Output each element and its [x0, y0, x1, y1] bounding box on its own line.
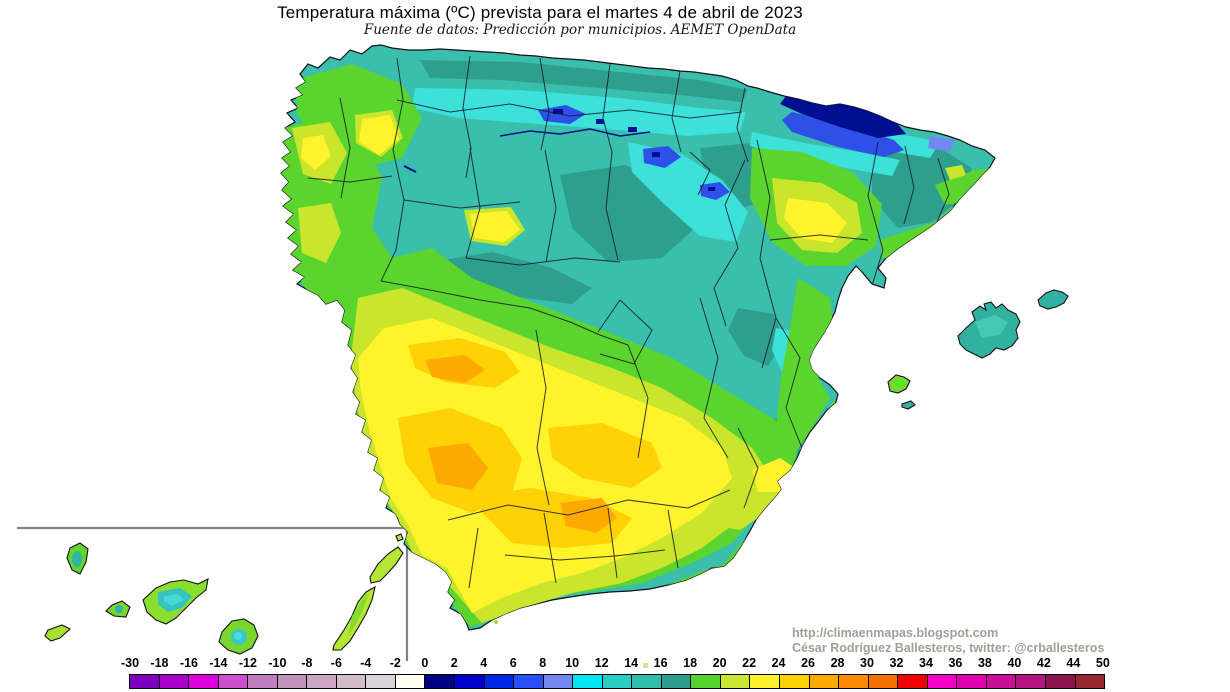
legend-cell: [365, 675, 395, 688]
menorca: [1037, 289, 1069, 310]
legend-tick-label: 16: [653, 656, 668, 670]
legend-tick-label: 36: [948, 656, 963, 670]
legend-cell: [601, 675, 632, 688]
legend-stray-dot: [643, 663, 648, 668]
legend-tick-label: 50: [1095, 656, 1110, 670]
legend-tick-label: 26: [801, 656, 815, 670]
legend-tick-label: -18: [150, 656, 169, 670]
legend-tick-label: -16: [179, 656, 198, 670]
legend-cell: [158, 675, 189, 688]
legend-cell: [513, 675, 543, 688]
legend-tick-label: 38: [977, 656, 992, 670]
legend-tick-label: 20: [712, 656, 727, 670]
legend-tick-label: 42: [1036, 656, 1051, 670]
legend-tick-label: -6: [330, 656, 342, 670]
legend-tick-label: -8: [301, 656, 313, 670]
legend-tick-label: 6: [509, 656, 517, 670]
legend-tick-label: 2: [450, 656, 458, 670]
legend-tick-label: 12: [594, 656, 609, 670]
legend-tick-label: 4: [480, 656, 488, 670]
legend-tick-label: 8: [539, 656, 547, 670]
el-hierro: [44, 624, 71, 642]
legend-cell: [394, 675, 425, 688]
legend-cell: [749, 675, 780, 688]
legend-tick-label: -2: [389, 656, 401, 670]
legend-tick-label: 30: [860, 656, 874, 670]
legend-tick-label: 22: [742, 656, 757, 670]
page-subtitle: Fuente de datos: Predicción por municipi…: [363, 22, 797, 38]
legend-cell: [631, 675, 661, 688]
page-title: Temperatura máxima (ºC) prevista para el…: [277, 3, 803, 22]
legend-cell: [808, 675, 839, 688]
legend-tick-label: -4: [360, 656, 372, 670]
legend-cell: [867, 675, 898, 688]
lanzarote: [369, 546, 404, 584]
peninsula: [280, 44, 996, 631]
legend-tick-label: 32: [889, 656, 904, 670]
legend-cell: [188, 675, 218, 688]
legend-cell: [956, 675, 986, 688]
legend-cell: [483, 675, 514, 688]
legend-cell: [217, 675, 248, 688]
legend-tick-label: 0: [421, 656, 429, 670]
attribution-url: http://climaenmapas.blogspot.com: [792, 626, 999, 640]
legend-cell: [926, 675, 957, 688]
legend-cell: [572, 675, 602, 688]
legend-tick-label: 40: [1007, 656, 1022, 670]
legend-tick-label: 34: [919, 656, 933, 670]
legend-cell: [838, 675, 868, 688]
legend-cell: [660, 675, 691, 688]
legend-tick-label: 24: [771, 656, 786, 670]
legend-cell: [1015, 675, 1045, 688]
legend-tick-label: 44: [1066, 656, 1081, 670]
legend-tick-label: 18: [683, 656, 698, 670]
legend-tick-label: 14: [624, 656, 639, 670]
legend-tick-label: 10: [565, 656, 580, 670]
legend-cell: [276, 675, 307, 688]
temperature-zones: [281, 55, 990, 627]
legend-cell: [306, 675, 336, 688]
legend-tick-label: -14: [209, 656, 228, 670]
legend-cell: [424, 675, 455, 688]
legend-tick-label: -10: [268, 656, 287, 670]
legend-cell: [335, 675, 366, 688]
province-borders: [307, 55, 950, 589]
formentera: [901, 400, 916, 410]
legend-cell: [247, 675, 277, 688]
attribution-author: César Rodríguez Ballesteros, twitter: @c…: [792, 641, 1105, 655]
legend-cell: [690, 675, 720, 688]
balearic-islands: [887, 289, 1069, 410]
alboran-islet: [494, 620, 498, 624]
legend-cell: [897, 675, 927, 688]
legend-tick-label: -30: [120, 656, 140, 670]
legend-cell: [719, 675, 750, 688]
legend-tick-label: -12: [238, 656, 257, 670]
legend-tick-label: 28: [830, 656, 845, 670]
legend-cell: [779, 675, 809, 688]
la-graciosa: [395, 533, 404, 542]
legend-bar: [129, 674, 1105, 689]
legend-cell: [985, 675, 1016, 688]
legend-cell: [454, 675, 484, 688]
canary-islands: [44, 533, 404, 655]
legend-ticks: -30 -18 -16 -14 -12 -10 -8 -6 -4 -2 0 2 4 6 8 10 12 14 16 1…: [121, 656, 1110, 671]
legend-cell: [1074, 675, 1105, 688]
legend-cell: [542, 675, 573, 688]
legend-cell: [130, 675, 159, 688]
legend-cell: [1044, 675, 1075, 688]
attribution: http://climaenmapas.blogspot.com César R…: [792, 626, 1104, 656]
